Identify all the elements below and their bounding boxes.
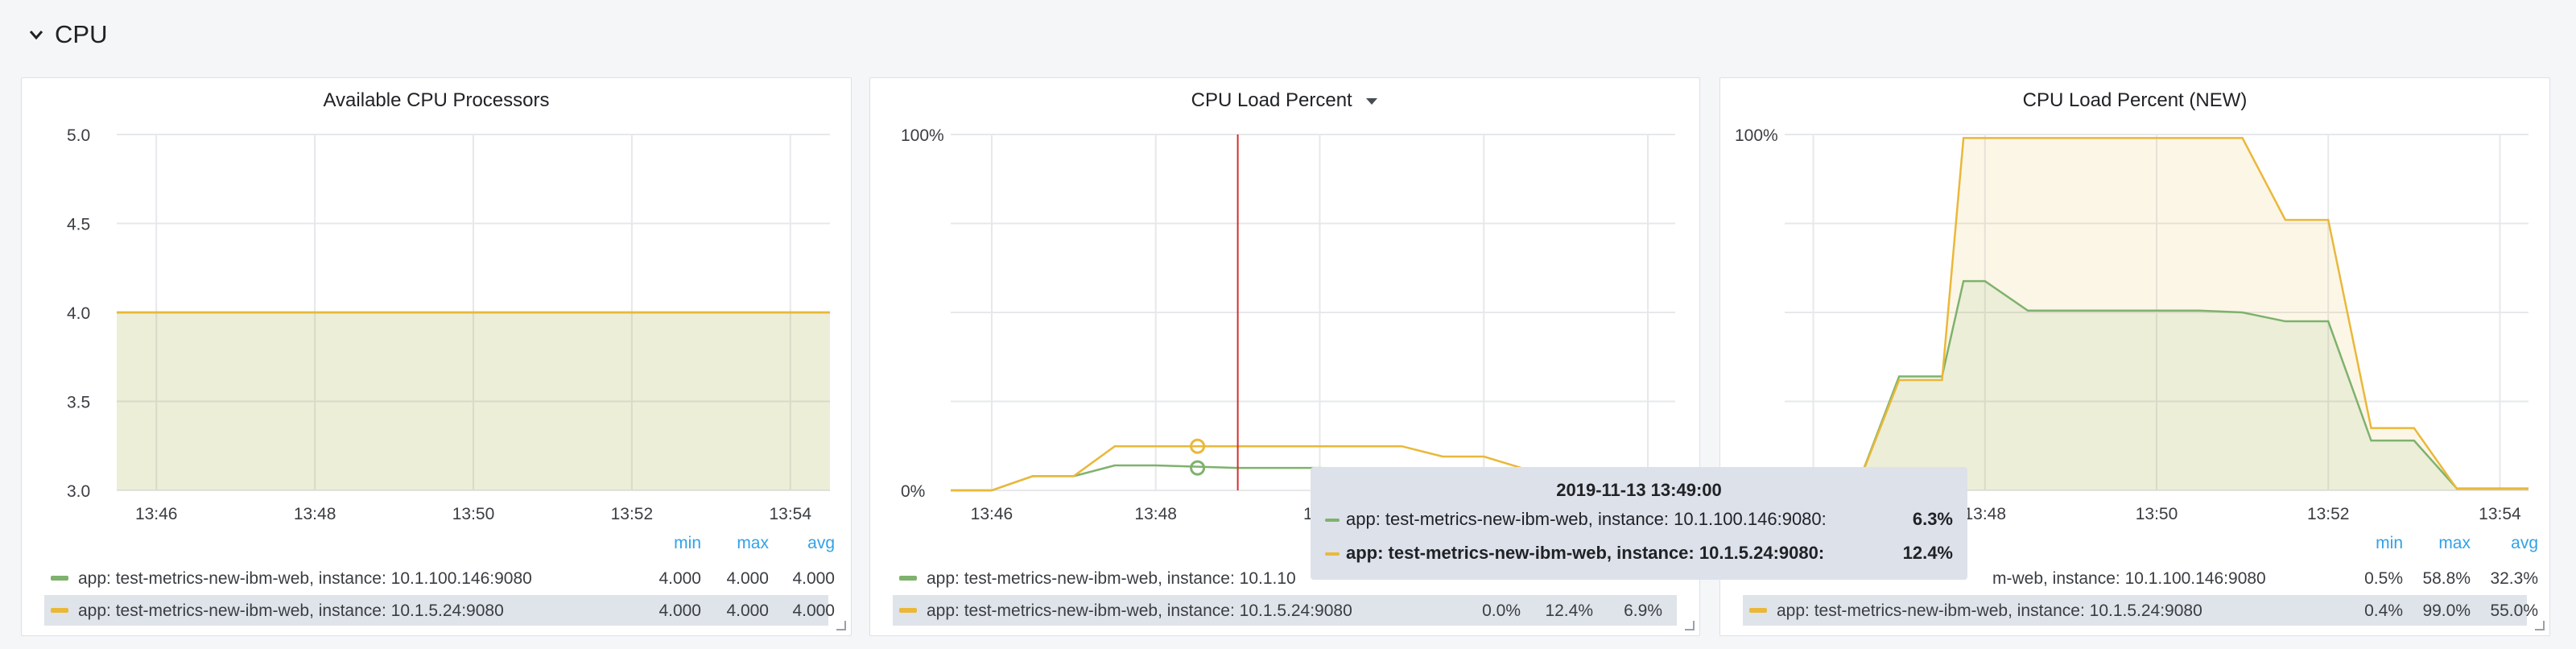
legend-header: min max avg: [1743, 534, 2538, 561]
legend: app: test-metrics-new-ibm-web, instance:…: [893, 534, 1677, 626]
y-tick-label: 3.5: [67, 394, 90, 412]
legend-item[interactable]: app: test-metrics-new-ibm-web, instance:…: [893, 595, 1677, 626]
legend-item[interactable]: m-web, instance: 10.1.100.146:9080 0.5% …: [1743, 563, 2538, 593]
series-area: [1856, 138, 2529, 491]
legend-max: 99.0%: [2422, 601, 2471, 620]
legend-max: 4.000: [726, 601, 769, 620]
legend-avg: 32.3%: [2490, 569, 2538, 588]
tooltip-series-name: app: test-metrics-new-ibm-web, instance:…: [1346, 509, 1827, 529]
panel-title[interactable]: CPU Load Percent: [870, 89, 1699, 112]
legend-min: 4.000: [658, 569, 701, 588]
legend-item[interactable]: app: test-metrics-new-ibm-web, instance:…: [44, 563, 835, 593]
panel-cpu-load-percent-new: CPU Load Percent (NEW) 100% 13:48 13:50 13:…: [1719, 77, 2550, 636]
legend-min: 0.4%: [2364, 601, 2403, 620]
resize-handle[interactable]: [1685, 621, 1695, 630]
legend-min: 0.0%: [1482, 601, 1521, 620]
tooltip-series-value: 6.3%: [1912, 509, 1953, 529]
y-tick-label: 4.0: [67, 304, 90, 323]
tooltip-swatch: [1325, 552, 1340, 556]
y-tick-label: 100%: [1735, 126, 1778, 145]
y-tick-label: 4.5: [67, 216, 90, 234]
tooltip-series-value: 12.4%: [1902, 543, 1953, 563]
series-area: [117, 312, 830, 490]
x-tick-label: 13:52: [611, 505, 654, 523]
series-area: [117, 312, 830, 490]
y-tick-label: 5.0: [67, 126, 90, 145]
legend-label[interactable]: app: test-metrics-new-ibm-web, instance:…: [78, 601, 504, 620]
series-line: [1855, 137, 2529, 490]
hover-point: [1190, 438, 1206, 454]
panel-title[interactable]: CPU Load Percent (NEW): [1720, 89, 2549, 112]
x-tick-label: 13:48: [1134, 505, 1177, 523]
legend-min: 4.000: [658, 601, 701, 620]
caret-down-icon[interactable]: [1365, 97, 1378, 105]
legend-swatch[interactable]: [899, 576, 917, 581]
legend-header-max[interactable]: max: [737, 534, 769, 552]
legend-max: 58.8%: [2422, 569, 2471, 588]
x-tick-label: 13:48: [1963, 505, 2006, 523]
legend-header-min[interactable]: min: [2376, 534, 2403, 552]
chart-cpu-load-percent-new[interactable]: 100% 13:48 13:50 13:52 13:54: [1720, 78, 2551, 529]
x-tick-label: 13:50: [452, 505, 495, 523]
legend-min: 0.5%: [2364, 569, 2403, 588]
panel-title-text[interactable]: Available CPU Processors: [323, 89, 550, 111]
legend-header-max[interactable]: max: [2438, 534, 2471, 552]
legend-avg: 4.000: [792, 569, 835, 588]
legend-label[interactable]: app: test-metrics-new-ibm-web, instance:…: [927, 601, 1352, 620]
y-tick-label: 3.0: [67, 482, 90, 501]
panel-title-text[interactable]: CPU Load Percent: [1191, 89, 1352, 111]
panel-available-cpu-processors: Available CPU Processors 3.0 3.5 4.0 4.5 5.0…: [21, 77, 852, 636]
legend-header-avg[interactable]: avg: [2511, 534, 2538, 552]
hover-point: [1190, 460, 1206, 476]
x-tick-label: 13:54: [769, 505, 811, 523]
row-header-cpu[interactable]: CPU: [27, 14, 107, 55]
legend-header-avg[interactable]: avg: [807, 534, 835, 552]
resize-handle[interactable]: [2535, 621, 2545, 630]
panel-title[interactable]: Available CPU Processors: [22, 89, 851, 112]
x-tick-label: 13:54: [2479, 505, 2521, 523]
x-tick-label: 13:50: [2136, 505, 2178, 523]
x-tick-label: 13:46: [135, 505, 178, 523]
resize-handle[interactable]: [836, 621, 846, 630]
tooltip-date: 2019-11-13 13:49:00: [1556, 480, 1722, 500]
legend-label[interactable]: m-web, instance: 10.1.100.146:9080: [1992, 569, 2266, 588]
legend-item[interactable]: app: test-metrics-new-ibm-web, instance:…: [893, 563, 1677, 593]
y-tick-label: 0%: [901, 482, 925, 501]
legend-item[interactable]: app: test-metrics-new-ibm-web, instance:…: [44, 595, 835, 626]
series-area: [1856, 281, 2529, 490]
row-title: CPU: [55, 20, 108, 48]
y-tick-label: 100%: [901, 126, 944, 145]
legend-swatch[interactable]: [51, 576, 68, 581]
legend-max: 4.000: [726, 569, 769, 588]
tooltip-swatch: [1325, 519, 1340, 522]
legend-header: min max avg: [44, 534, 835, 561]
x-tick-label: 13:52: [2307, 505, 2350, 523]
legend-avg: 4.000: [792, 601, 835, 620]
legend-avg: 55.0%: [2490, 601, 2538, 620]
graph-tooltip: 2019-11-13 13:49:00 app: test-metrics-ne…: [1311, 467, 1967, 580]
legend-swatch[interactable]: [1749, 608, 1767, 613]
legend-swatch[interactable]: [51, 608, 68, 613]
legend-swatch[interactable]: [899, 608, 917, 613]
legend-label[interactable]: app: test-metrics-new-ibm-web, instance:…: [1777, 601, 2202, 620]
legend-header-min[interactable]: min: [674, 534, 701, 552]
legend-item[interactable]: app: test-metrics-new-ibm-web, instance:…: [1743, 595, 2538, 626]
series-line: [951, 444, 1525, 492]
x-tick-label: 13:46: [971, 505, 1013, 523]
tooltip-row: app: test-metrics-new-ibm-web, instance:…: [1325, 506, 1953, 535]
series-line: [1855, 279, 2529, 490]
chevron-down-icon[interactable]: [27, 26, 45, 43]
x-tick-label: 13:48: [294, 505, 336, 523]
tooltip-row: app: test-metrics-new-ibm-web, instance:…: [1325, 539, 1953, 568]
tooltip-series-name: app: test-metrics-new-ibm-web, instance:…: [1346, 543, 1825, 563]
legend-max: 12.4%: [1545, 601, 1593, 620]
panel-title-text[interactable]: CPU Load Percent (NEW): [2022, 89, 2248, 111]
legend: min max avg app: test-metrics-new-ibm-we…: [44, 534, 835, 626]
chart-available-cpu-processors[interactable]: 3.0 3.5 4.0 4.5 5.0 13:46 13:48 13:50 13:52 13:54: [22, 78, 852, 529]
legend-label[interactable]: app: test-metrics-new-ibm-web, instance:…: [927, 569, 1296, 588]
legend-avg: 6.9%: [1624, 601, 1662, 620]
legend: min max avg m-web, instance: 10.1.100.14…: [1743, 534, 2538, 626]
legend-label[interactable]: app: test-metrics-new-ibm-web, instance:…: [78, 569, 532, 588]
